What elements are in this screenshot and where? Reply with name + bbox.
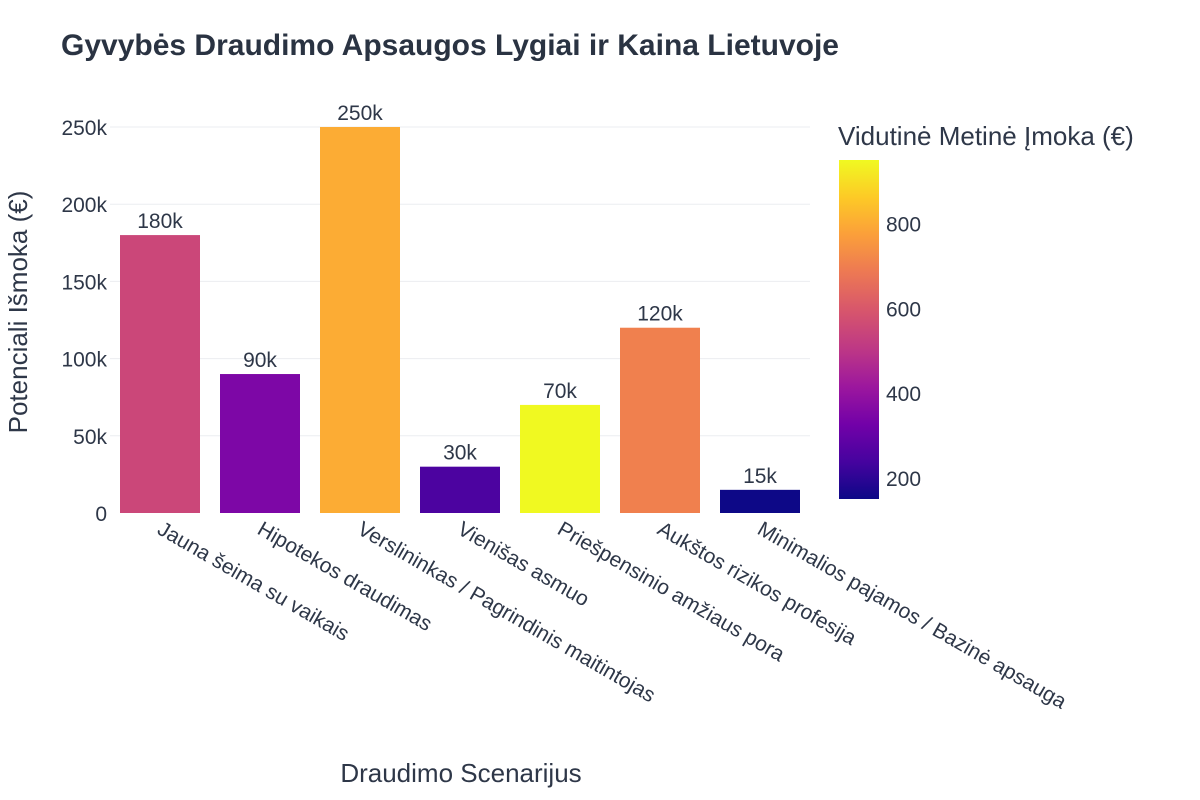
y-tick-label: 0 <box>95 503 107 526</box>
bar <box>120 235 200 513</box>
bar <box>720 489 800 513</box>
y-tick-label: 150k <box>61 271 107 294</box>
bar-value-label: 70k <box>543 380 577 403</box>
bar-value-label: 120k <box>637 303 683 326</box>
colorbar-tick-label: 600 <box>886 298 921 321</box>
bar <box>620 327 700 513</box>
bar <box>520 404 600 513</box>
colorbar: Vidutinė Metinė Įmoka (€) 200 400 600 800 <box>838 121 1134 499</box>
chart-title: Gyvybės Draudimo Apsaugos Lygiai ir Kain… <box>61 29 839 62</box>
y-tick-label: 200k <box>61 194 107 217</box>
bar <box>420 466 500 513</box>
y-axis-title: Potenciali Išmoka (€) <box>3 191 33 434</box>
gridlines <box>110 126 810 437</box>
bar <box>320 127 400 513</box>
colorbar-tick-label: 400 <box>886 383 921 406</box>
colorbar-ticks: 200 400 600 800 <box>886 214 921 491</box>
bar <box>220 374 300 513</box>
colorbar-tick-label: 200 <box>886 468 921 491</box>
y-tick-label: 250k <box>61 117 107 140</box>
bar-labels: 180k 90k 250k 30k 70k 120k 15k <box>137 102 777 488</box>
y-tick-label: 50k <box>73 426 107 449</box>
bar-value-label: 15k <box>743 465 777 488</box>
colorbar-title: Vidutinė Metinė Įmoka (€) <box>838 121 1134 151</box>
bar-value-label: 180k <box>137 210 183 233</box>
bar-value-label: 30k <box>443 442 477 465</box>
bar-value-label: 250k <box>337 102 383 125</box>
x-tick-label: Hipotekos draudimas <box>254 517 436 636</box>
bar-value-label: 90k <box>243 349 277 372</box>
bars <box>120 127 800 513</box>
y-axis-ticks: 0 50k 100k 150k 200k 250k <box>61 117 107 526</box>
colorbar-gradient <box>839 160 879 499</box>
y-tick-label: 100k <box>61 349 107 372</box>
colorbar-tick-label: 800 <box>886 214 921 237</box>
x-axis-title: Draudimo Scenarijus <box>340 758 581 788</box>
